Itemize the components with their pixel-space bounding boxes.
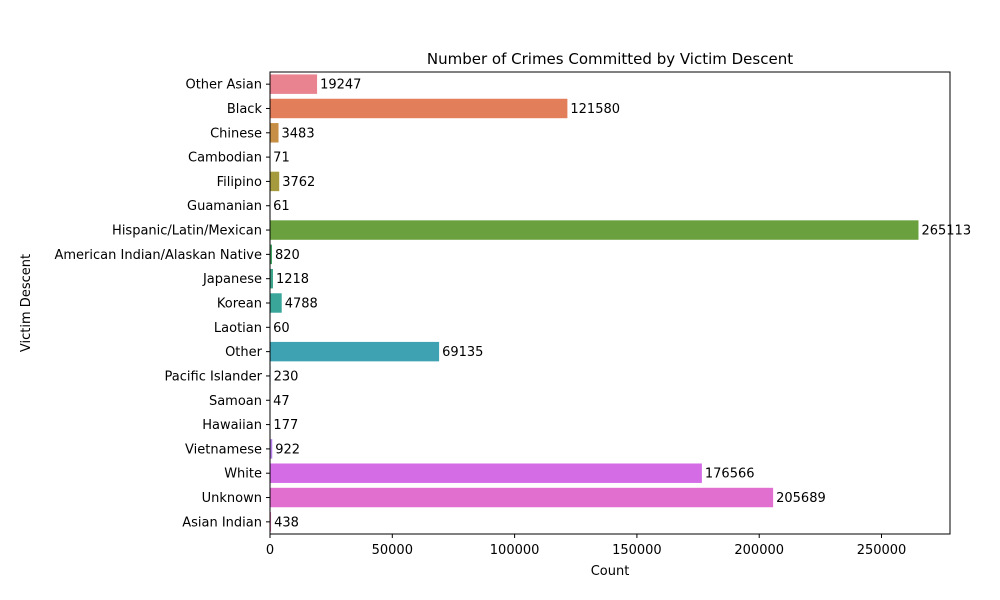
data-label: 47 [273,394,290,409]
bar [270,244,273,265]
category-label: Guamanian [187,199,262,214]
bar [270,171,280,192]
category-label: Laotian [214,321,262,336]
data-label: 177 [273,418,298,433]
data-label: 230 [274,369,299,384]
data-label: 61 [273,199,290,214]
category-label: Japanese [202,272,262,287]
bar [270,220,919,240]
data-label: 438 [274,515,299,530]
x-tick-label: 100000 [490,543,540,558]
bar [270,512,272,532]
data-label: 69135 [442,345,483,360]
bars-group [270,74,919,532]
category-label: Vietnamese [185,442,262,457]
bar [270,487,774,508]
bar [270,74,318,94]
y-axis-label: Victim Descent [19,254,34,352]
category-label: Pacific Islander [165,369,263,384]
category-label: Korean [217,297,262,312]
data-label: 922 [275,442,300,457]
category-label: Black [227,102,263,117]
x-tick-label: 0 [266,543,274,558]
bar [270,341,440,362]
category-label: Samoan [209,394,262,409]
category-label: White [224,467,262,482]
x-tick-label: 250000 [857,543,907,558]
category-label: Hispanic/Latin/Mexican [112,224,262,239]
bar [270,268,273,289]
x-axis-ticks: 0 50000 100000 150000 200000 250000 [266,534,906,558]
data-label: 820 [275,248,300,263]
data-label: 1218 [276,272,309,287]
category-label: Hawaiian [202,418,262,433]
chart-title: Number of Crimes Committed by Victim Des… [427,50,793,68]
data-label: 205689 [776,491,826,506]
bar [270,98,568,119]
category-label: Asian Indian [182,515,262,530]
data-label: 4788 [285,297,318,312]
category-label: Chinese [210,126,262,141]
category-label: Filipino [217,175,262,190]
category-label: American Indian/Alaskan Native [55,248,263,263]
x-axis-label: Count [591,564,630,579]
category-label: Unknown [202,491,262,506]
x-tick-label: 150000 [612,543,662,558]
data-label: 60 [273,321,290,336]
x-tick-label: 50000 [372,543,413,558]
bar [270,463,702,483]
data-label: 3762 [282,175,315,190]
plot-frame [269,71,951,535]
bar [270,439,273,459]
data-label: 19247 [320,78,361,93]
data-label: 3483 [282,126,315,141]
category-labels: Other Asian Black Chinese Cambodian Filipino… [55,78,270,530]
data-label: 71 [273,151,290,166]
data-label: 121580 [570,102,620,117]
x-tick-label: 200000 [734,543,784,558]
bar [270,123,279,143]
bar [270,293,282,313]
category-label: Other Asian [185,78,262,93]
data-label: 176566 [705,467,755,482]
value-labels: 19247 121580 3483 71 3762 61 265113 820 1218 4788… [273,78,971,531]
data-label: 265113 [921,224,971,239]
category-label: Cambodian [188,151,262,166]
category-label: Other [225,345,263,360]
